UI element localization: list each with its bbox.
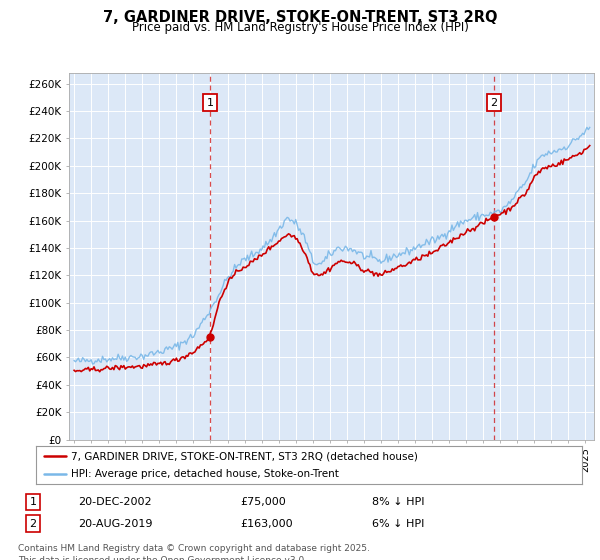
Text: 1: 1	[29, 497, 37, 507]
Text: 7, GARDINER DRIVE, STOKE-ON-TRENT, ST3 2RQ (detached house): 7, GARDINER DRIVE, STOKE-ON-TRENT, ST3 2…	[71, 451, 418, 461]
Text: 20-DEC-2002: 20-DEC-2002	[78, 497, 152, 507]
Text: Contains HM Land Registry data © Crown copyright and database right 2025.
This d: Contains HM Land Registry data © Crown c…	[18, 544, 370, 560]
Text: Price paid vs. HM Land Registry's House Price Index (HPI): Price paid vs. HM Land Registry's House …	[131, 21, 469, 34]
Text: 1: 1	[206, 98, 214, 108]
Text: £75,000: £75,000	[240, 497, 286, 507]
Text: HPI: Average price, detached house, Stoke-on-Trent: HPI: Average price, detached house, Stok…	[71, 469, 340, 479]
Text: 6% ↓ HPI: 6% ↓ HPI	[372, 519, 424, 529]
Text: 8% ↓ HPI: 8% ↓ HPI	[372, 497, 425, 507]
Text: 20-AUG-2019: 20-AUG-2019	[78, 519, 152, 529]
Text: £163,000: £163,000	[240, 519, 293, 529]
Text: 7, GARDINER DRIVE, STOKE-ON-TRENT, ST3 2RQ: 7, GARDINER DRIVE, STOKE-ON-TRENT, ST3 2…	[103, 10, 497, 25]
Text: 2: 2	[29, 519, 37, 529]
Text: 2: 2	[490, 98, 497, 108]
